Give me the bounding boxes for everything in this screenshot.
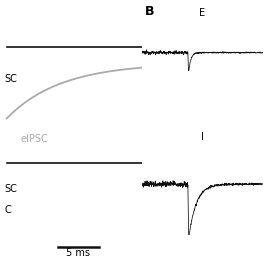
Text: SC: SC	[4, 184, 17, 194]
Text: B: B	[144, 5, 154, 18]
Text: E: E	[199, 8, 206, 18]
Text: C: C	[4, 205, 11, 215]
Text: 5 ms: 5 ms	[67, 248, 90, 258]
Text: SC: SC	[4, 74, 17, 84]
Text: eIPSC: eIPSC	[20, 134, 48, 144]
Text: I: I	[201, 132, 204, 141]
